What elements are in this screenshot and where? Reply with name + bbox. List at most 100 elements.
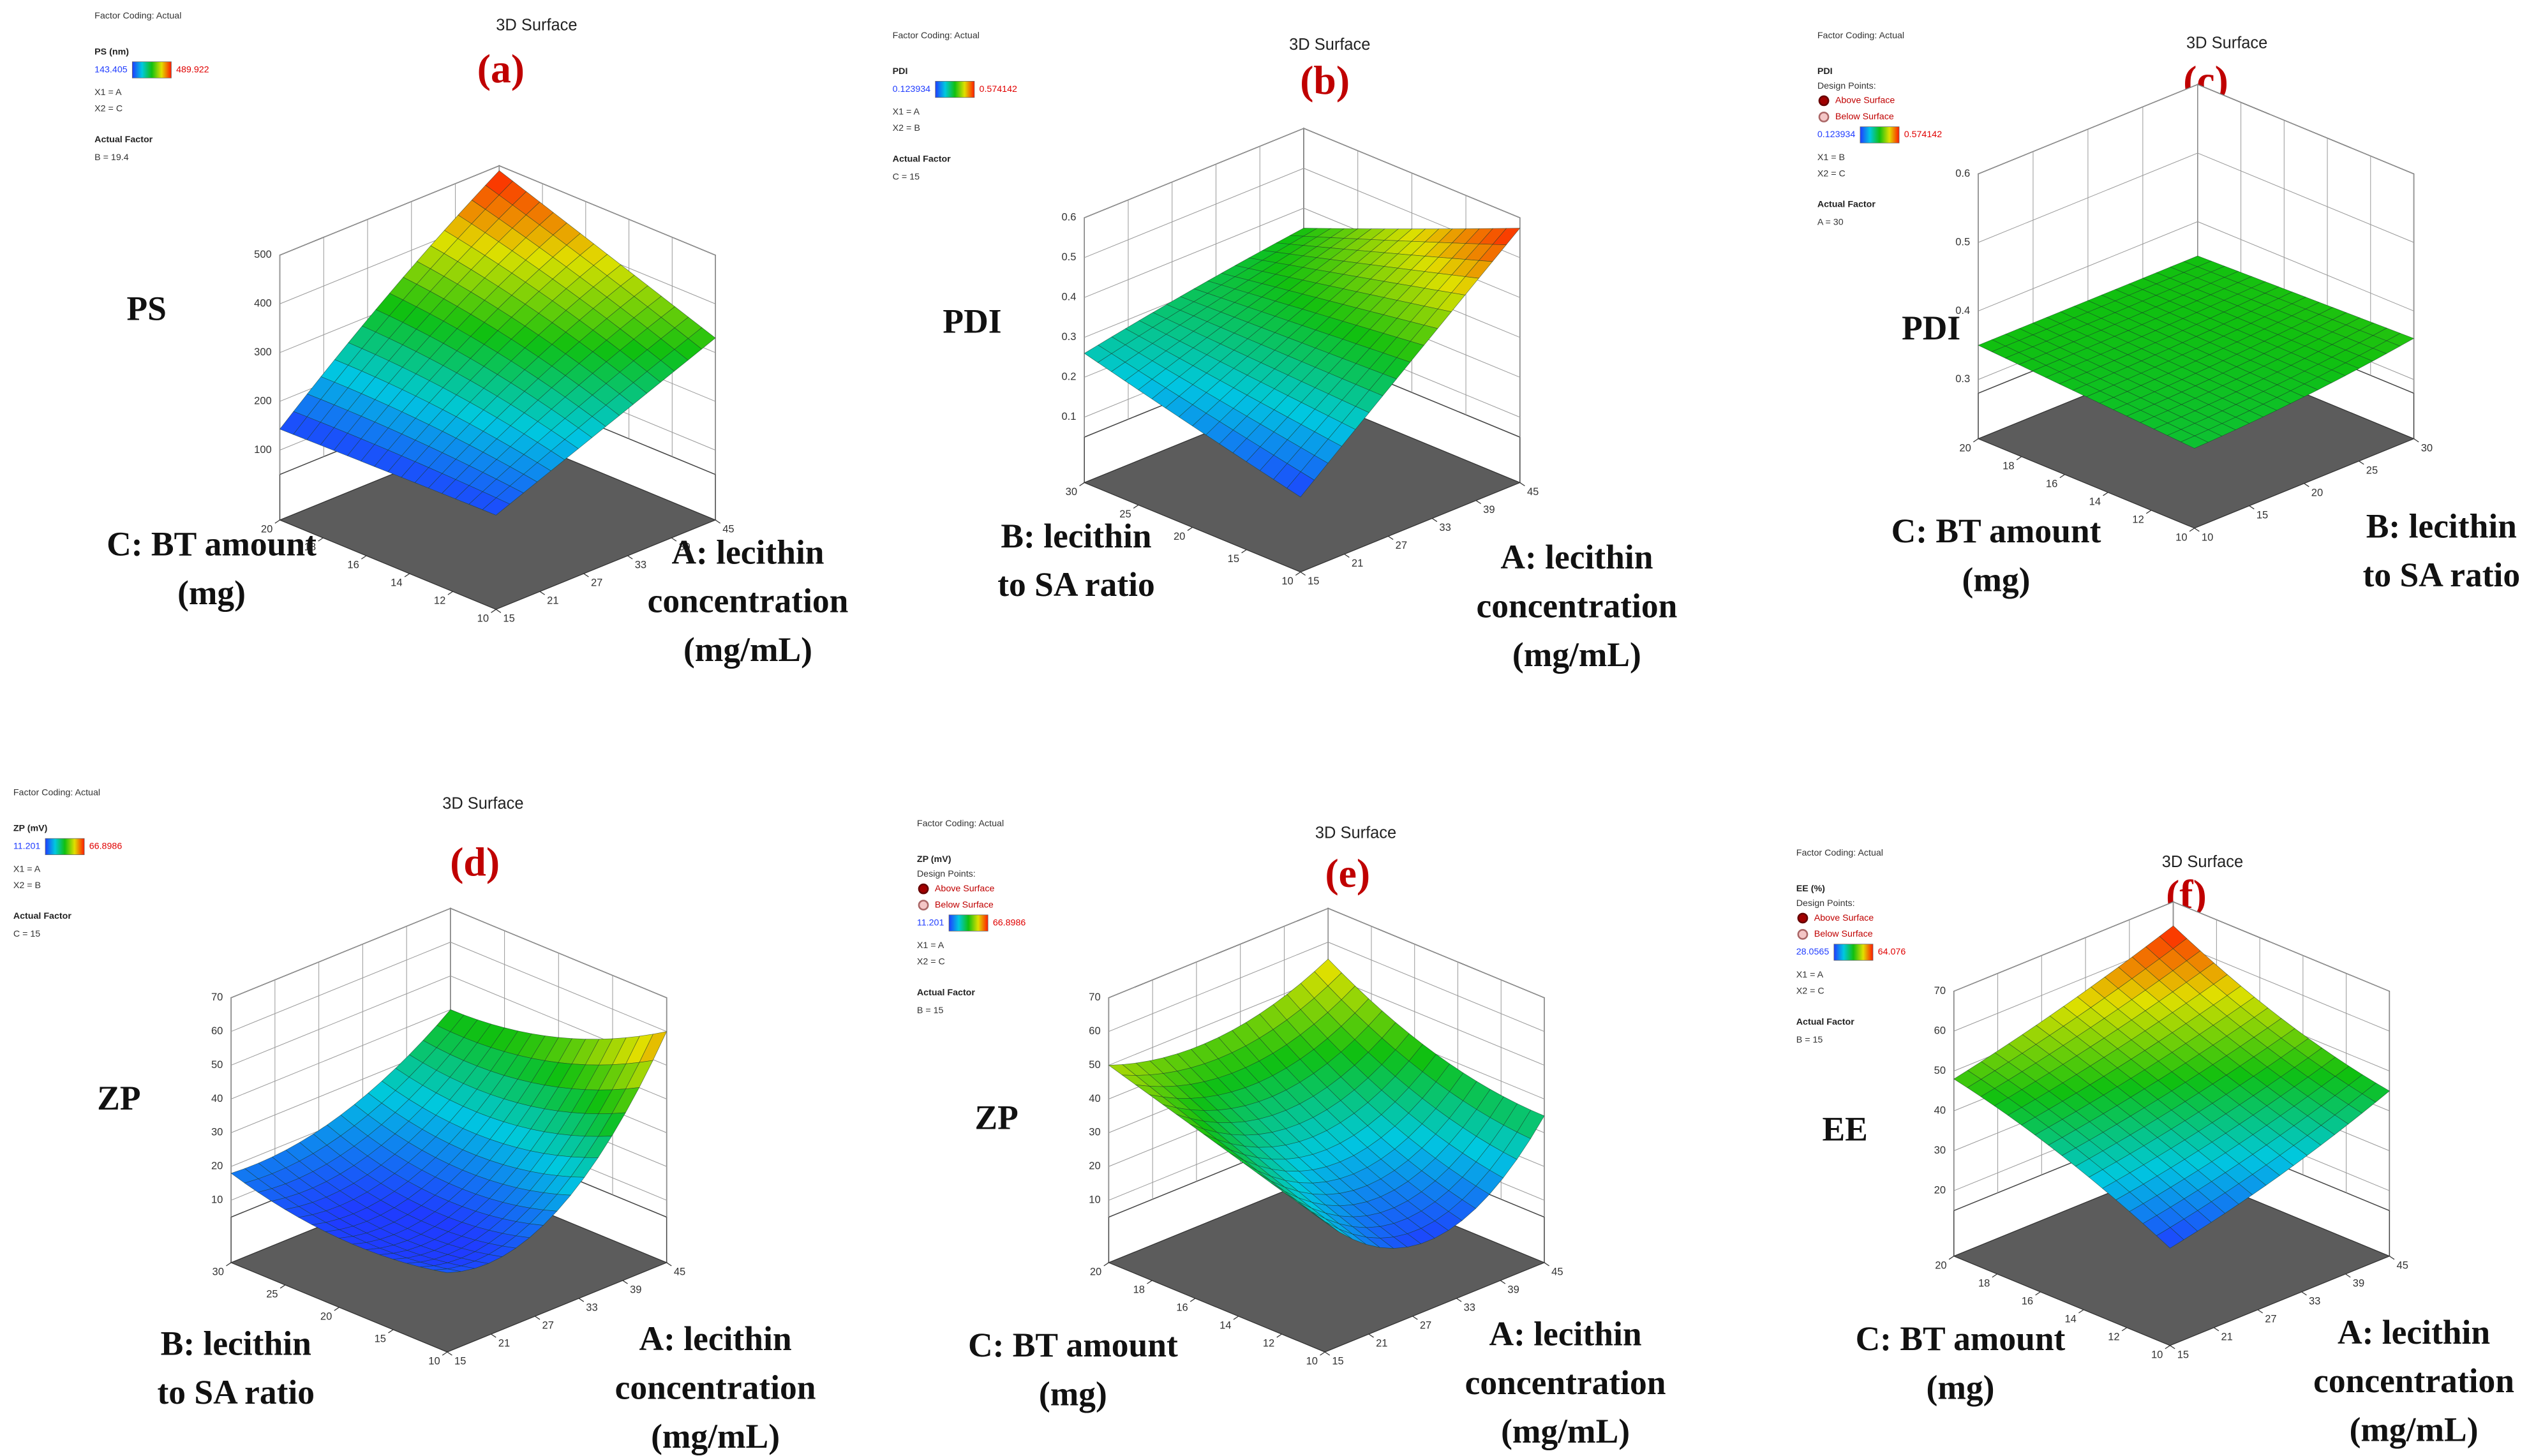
chart-title: 3D Surface (1315, 824, 1396, 842)
factor-assignment: X1 = B (1817, 152, 1845, 163)
z-tick-label: 0.1 (1061, 410, 1076, 422)
x-axis-title: concentration (2313, 1362, 2514, 1400)
x-tick-label: 30 (2421, 442, 2433, 454)
y-tick-label: 12 (2108, 1330, 2119, 1342)
x-tick-label: 21 (2221, 1330, 2232, 1342)
x-tick-label: 45 (1551, 1266, 1563, 1278)
design-points-title: Design Points: (1817, 81, 1876, 91)
below-label: Below Surface (1814, 929, 1873, 939)
x-tick-mark (2345, 1274, 2351, 1278)
z-tick-label: 50 (211, 1059, 223, 1071)
z-tick-label: 10 (1089, 1194, 1100, 1206)
x-tick-mark (627, 555, 633, 560)
y-tick-label: 16 (347, 559, 359, 571)
z-tick-label: 70 (211, 991, 223, 1003)
x-tick-mark (1368, 1333, 1374, 1338)
x-axis-title: (mg/mL) (651, 1417, 780, 1455)
factor-coding: Factor Coding: Actual (13, 788, 100, 798)
actual-factor-title: Actual Factor (893, 154, 951, 164)
y-tick-mark (2165, 1345, 2170, 1349)
colorbar-min: 11.201 (917, 917, 944, 928)
z-axis-title: EE (1822, 1110, 1867, 1148)
y-tick-mark (1992, 1274, 1997, 1278)
x-tick-mark (2213, 1327, 2219, 1332)
x-tick-mark (1500, 1280, 1506, 1284)
above-label: Above Surface (1814, 913, 1874, 923)
factor-assignment: X2 = B (13, 880, 41, 891)
z-tick-label: 0.3 (1061, 331, 1076, 343)
y-tick-label: 20 (320, 1311, 332, 1323)
x-tick-mark (535, 1316, 541, 1320)
actual-factor: B = 15 (917, 1006, 944, 1016)
x-tick-label: 33 (635, 559, 646, 571)
surface-cell (2180, 435, 2209, 449)
chart-title: 3D Surface (496, 16, 577, 34)
y-tick-mark (1973, 438, 1979, 443)
factor-assignment: X1 = A (94, 87, 122, 98)
y-tick-label: 25 (266, 1288, 278, 1300)
response-name: PS (nm) (94, 47, 129, 57)
factor-assignment: X2 = C (1817, 168, 1846, 179)
design-points-title: Design Points: (1796, 898, 1855, 909)
above-marker (918, 883, 929, 895)
x-tick-label: 25 (2366, 464, 2378, 476)
y-tick-mark (2059, 474, 2065, 479)
actual-factor-title: Actual Factor (94, 135, 153, 145)
y-tick-mark (361, 555, 367, 560)
factor-coding: Factor Coding: Actual (917, 819, 1004, 829)
x-axis-title: (mg/mL) (683, 630, 812, 669)
response-name: ZP (mV) (917, 854, 951, 865)
y-tick-label: 25 (1119, 508, 1131, 520)
x-tick-label: 15 (2177, 1348, 2189, 1360)
x-axis-title: A: lecithin (1489, 1314, 1642, 1353)
x-tick-mark (2194, 528, 2200, 532)
y-tick-mark (274, 519, 280, 524)
actual-factor-title: Actual Factor (13, 911, 72, 921)
x-tick-mark (1300, 571, 1306, 576)
y-tick-mark (491, 609, 496, 613)
y-axis-title: B: lecithin (1001, 517, 1151, 555)
y-tick-mark (318, 537, 324, 542)
surface-panel: 3D Surface (e) Factor Coding: Actual ZP (mV… (917, 819, 1666, 1450)
z-tick-label: 300 (254, 346, 272, 358)
y-tick-mark (1103, 1262, 1109, 1267)
x-tick-label: 15 (2256, 509, 2268, 521)
x-tick-label: 39 (1507, 1284, 1519, 1296)
below-label: Below Surface (935, 900, 994, 910)
response-name: ZP (mV) (13, 824, 48, 834)
x-tick-mark (2304, 483, 2309, 487)
y-tick-mark (442, 1351, 448, 1356)
y-tick-label: 14 (391, 577, 402, 589)
y-tick-mark (447, 591, 453, 595)
x-tick-label: 15 (454, 1355, 466, 1367)
x-axis-title: A: lecithin (671, 533, 824, 571)
x-tick-label: 33 (1439, 521, 1451, 533)
y-tick-mark (2016, 456, 2022, 461)
x-tick-mark (1324, 1351, 1331, 1356)
z-axis-title: ZP (97, 1079, 140, 1117)
x-tick-label: 20 (2311, 486, 2323, 498)
y-tick-label: 12 (2132, 513, 2144, 525)
x-tick-mark (1475, 500, 1481, 505)
y-tick-mark (1276, 1333, 1282, 1338)
colorbar-min: 0.123934 (1817, 130, 1856, 140)
chart-title: 3D Surface (2186, 34, 2267, 52)
y-tick-mark (1320, 1351, 1325, 1356)
x-tick-label: 15 (1308, 575, 1319, 587)
y-tick-mark (2078, 1309, 2084, 1314)
x-tick-label: 27 (1396, 539, 1407, 551)
y-tick-label: 18 (1133, 1284, 1145, 1296)
x-tick-label: 45 (2397, 1259, 2408, 1271)
z-tick-label: 500 (254, 248, 272, 260)
x-tick-label: 39 (678, 541, 690, 553)
y-tick-label: 12 (1263, 1337, 1274, 1349)
z-tick-label: 100 (254, 443, 272, 456)
x-tick-label: 27 (2265, 1312, 2276, 1325)
colorbar-max: 0.574142 (980, 84, 1018, 94)
x-tick-mark (578, 1298, 585, 1302)
actual-factor-title: Actual Factor (1796, 1017, 1855, 1027)
y-axis-title: (mg) (1962, 561, 2031, 599)
x-tick-label: 27 (591, 577, 602, 589)
z-axis-title: PDI (943, 302, 1001, 341)
x-tick-mark (622, 1280, 628, 1284)
